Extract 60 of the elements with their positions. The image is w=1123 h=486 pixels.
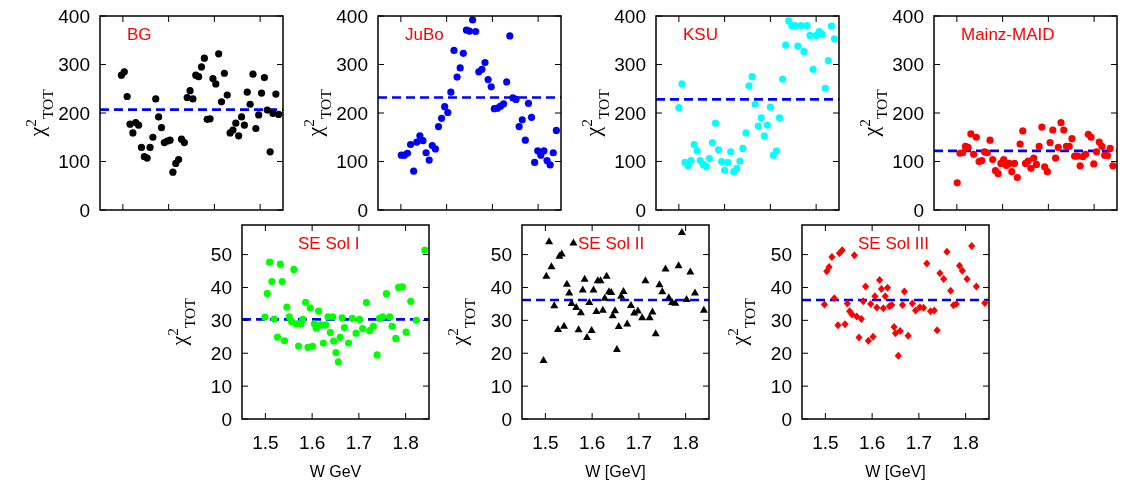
text: SE Sol I <box>298 234 360 253</box>
y-tick-label: 20 <box>770 342 792 364</box>
y-tick-label: 0 <box>635 199 646 221</box>
y-tick-label: 300 <box>58 54 90 76</box>
y-tick-label: 30 <box>210 310 232 332</box>
x-tick-label: 1.8 <box>952 432 979 453</box>
x-tick-label: 1.6 <box>298 432 326 453</box>
text: BG <box>127 25 152 44</box>
x-tick-label: 1.6 <box>578 432 606 453</box>
text: KSU <box>683 25 718 44</box>
y-tick-label: 300 <box>892 54 924 76</box>
y-tick-label: 10 <box>210 375 232 397</box>
y-tick-label: 50 <box>210 244 232 266</box>
y-tick-label: 400 <box>336 5 368 27</box>
y-tick-label: 40 <box>490 277 512 299</box>
text: SE Sol III <box>858 234 929 253</box>
y-tick-label: 20 <box>210 342 232 364</box>
y-tick-label: 0 <box>781 408 792 430</box>
y-tick-label: 400 <box>892 5 924 27</box>
y-tick-label: 400 <box>614 5 646 27</box>
y-tick-label: 0 <box>501 408 512 430</box>
y-tick-label: 50 <box>490 244 512 266</box>
x-tick-label: 1.6 <box>858 432 886 453</box>
y-tick-label: 40 <box>770 277 792 299</box>
y-tick-label: 100 <box>58 151 90 173</box>
text: SE Sol II <box>578 234 645 253</box>
x-tick-label: 1.7 <box>345 432 373 453</box>
y-tick-label: 300 <box>614 54 646 76</box>
y-tick-label: 10 <box>770 375 792 397</box>
y-tick-label: 300 <box>336 54 368 76</box>
y-tick-label: 0 <box>221 408 232 430</box>
y-tick-label: 400 <box>58 5 90 27</box>
x-axis-title: W [GeV] <box>585 463 646 480</box>
y-tick-label: 40 <box>210 277 232 299</box>
x-tick-label: 1.8 <box>672 432 699 453</box>
text: JuBo <box>405 25 444 44</box>
text: Mainz-MAID <box>961 25 1055 44</box>
y-tick-label: 200 <box>614 102 646 124</box>
y-tick-label: 200 <box>58 102 90 124</box>
y-tick-label: 30 <box>490 310 512 332</box>
y-tick-label: 0 <box>357 199 368 221</box>
x-tick-label: 1.5 <box>252 432 279 453</box>
x-axis-title: W [GeV] <box>865 463 926 480</box>
y-tick-label: 20 <box>490 342 512 364</box>
x-tick-label: 1.5 <box>812 432 839 453</box>
x-tick-label: 1.8 <box>392 432 419 453</box>
x-tick-label: 1.7 <box>905 432 933 453</box>
y-tick-label: 50 <box>770 244 792 266</box>
y-tick-label: 0 <box>913 199 924 221</box>
y-tick-label: 100 <box>336 151 368 173</box>
x-axis-title: W GeV <box>309 463 362 480</box>
y-tick-label: 100 <box>614 151 646 173</box>
y-tick-label: 0 <box>79 199 90 221</box>
y-tick-label: 200 <box>892 102 924 124</box>
y-tick-label: 10 <box>490 375 512 397</box>
y-tick-label: 200 <box>336 102 368 124</box>
x-tick-label: 1.7 <box>625 432 653 453</box>
y-tick-label: 100 <box>892 151 924 173</box>
x-tick-label: 1.5 <box>532 432 559 453</box>
y-tick-label: 30 <box>770 310 792 332</box>
